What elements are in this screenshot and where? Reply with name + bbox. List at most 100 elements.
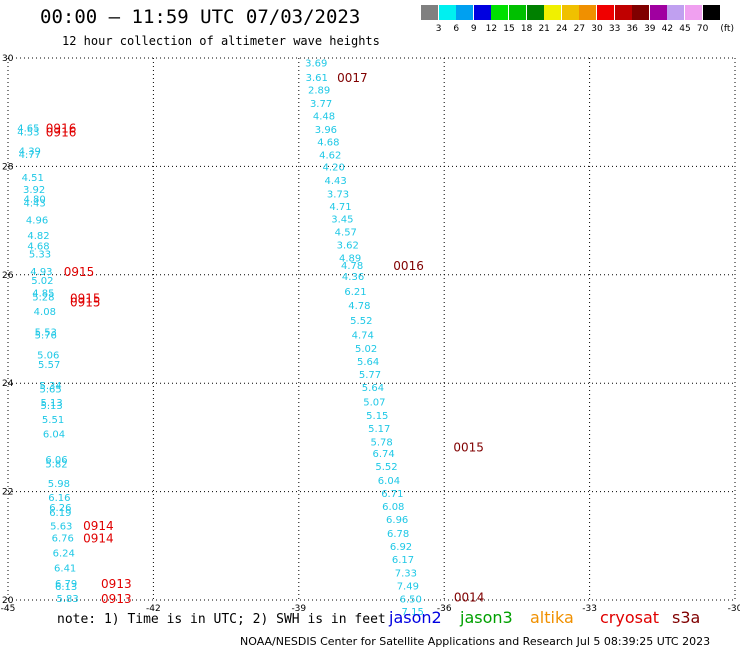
time-label: 0914	[83, 519, 114, 533]
wave-height-label: 6.50	[400, 594, 422, 605]
wave-height-label: 6.74	[372, 449, 394, 460]
wave-height-label: 5.57	[38, 360, 60, 371]
wave-height-label: 5.02	[355, 344, 377, 355]
wave-height-label: 7.33	[395, 568, 417, 579]
wave-height-label: 3.73	[327, 190, 349, 201]
lat-tick-label: 22	[2, 488, 13, 498]
legend-label: 3	[435, 24, 442, 34]
wave-height-label: 4.93	[30, 267, 52, 278]
wave-height-label: 5.63	[50, 522, 72, 533]
wave-height-label: 4.65	[17, 123, 39, 134]
footnote: note: 1) Time is in UTC; 2) SWH is in fe…	[57, 612, 386, 627]
legend-swatch	[561, 5, 579, 20]
wave-height-label: 5.65	[40, 385, 62, 396]
time-label: 0015	[453, 441, 484, 455]
lat-tick-label: 28	[2, 162, 14, 172]
wave-height-label: 5.52	[375, 462, 397, 473]
legend-swatch	[456, 5, 474, 20]
wave-height-label: 4.80	[24, 194, 46, 205]
legend-label: 27	[573, 24, 586, 34]
wave-height-label: 6.71	[381, 489, 403, 500]
wave-height-label: 5.06	[37, 350, 59, 361]
legend-label: 9	[470, 24, 477, 34]
legend-label: 30	[591, 24, 603, 34]
wave-height-label: 5.82	[45, 459, 67, 470]
lat-tick-label: 26	[2, 271, 14, 281]
wave-height-label: 3.69	[305, 58, 327, 69]
wave-height-label: 4.43	[324, 176, 346, 187]
legend-swatch	[526, 5, 544, 20]
wave-height-label: 5.64	[362, 383, 384, 394]
legend-label: 70	[696, 24, 709, 34]
wave-height-label: 4.82	[27, 231, 49, 242]
wave-height-label: 5.07	[363, 398, 385, 409]
legend-swatch	[649, 5, 667, 20]
wave-height-label: 4.57	[335, 227, 357, 238]
wave-height-label: 6.13	[55, 582, 77, 593]
wave-height-label: 4.68	[27, 242, 49, 253]
wave-height-label: 5.52	[350, 316, 372, 327]
lon-tick-label: -33	[582, 604, 597, 614]
wave-height-label: 5.51	[42, 415, 64, 426]
wave-height-label: 6.24	[53, 548, 75, 559]
time-label: 0913	[101, 592, 132, 606]
wave-height-label: 5.83	[56, 594, 78, 605]
wave-height-label: 4.96	[26, 216, 48, 227]
wave-height-label: 3.77	[310, 99, 332, 110]
wave-height-label: 6.08	[382, 502, 404, 513]
wave-height-label: 4.36	[342, 272, 364, 283]
time-label: 0014	[454, 591, 485, 605]
wave-height-label: 2.89	[308, 85, 330, 96]
legend-swatch	[491, 5, 509, 20]
legend-swatch	[473, 5, 491, 20]
wave-height-label: 6.26	[49, 503, 71, 514]
wave-height-label: 5.78	[371, 438, 393, 449]
wave-height-label: 7.49	[397, 581, 419, 592]
legend-label: 18	[520, 24, 533, 34]
legend-unit: (ft)	[720, 24, 734, 34]
wave-height-label: 4.74	[352, 330, 374, 341]
lat-tick-label: 24	[2, 379, 14, 389]
legend-swatch	[438, 5, 456, 20]
legend-swatch	[632, 5, 650, 20]
wave-height-label: 4.89	[339, 253, 361, 264]
wave-height-label: 6.19	[49, 508, 71, 519]
legend-swatch	[597, 5, 614, 20]
wave-height-label: 4.78	[348, 301, 370, 312]
legend-swatch	[544, 5, 562, 20]
lon-tick-label: -30	[728, 604, 740, 614]
wave-height-label: 5.13	[40, 398, 62, 409]
wave-height-label: 4.77	[19, 150, 41, 161]
legend-label: 6	[453, 24, 460, 34]
wave-height-label: 3.45	[331, 214, 353, 225]
time-label: 0914	[83, 532, 114, 546]
satellite-jason3: jason3	[460, 608, 513, 627]
wave-height-label: 6.76	[52, 534, 74, 545]
wave-height-label: 5.13	[40, 401, 62, 412]
legend-swatch	[509, 5, 526, 20]
wave-height-label: 5.76	[35, 330, 57, 341]
wave-height-label: 6.21	[344, 287, 366, 298]
lat-tick-label: 20	[2, 596, 14, 606]
wave-height-label: 5.77	[359, 370, 381, 381]
legend-label: 24	[556, 24, 568, 34]
satellite-jason2: jason2	[389, 608, 442, 627]
wave-height-label: 4.51	[22, 173, 44, 184]
wave-height-label: 5.34	[40, 381, 62, 392]
legend-swatch	[702, 5, 720, 20]
lat-tick-label: 30	[2, 54, 14, 64]
satellite-s3a: s3a	[672, 608, 701, 627]
wave-height-label: 6.96	[386, 515, 408, 526]
wave-height-label: 5.64	[357, 357, 379, 368]
legend-label: 39	[644, 24, 656, 34]
wave-height-label: 3.61	[306, 73, 328, 84]
wave-height-label: 6.41	[54, 563, 76, 574]
legend-swatch	[667, 5, 685, 20]
wave-height-label: 4.78	[341, 261, 363, 272]
wave-height-label: 4.62	[319, 150, 341, 161]
wave-height-label: 3.96	[315, 125, 337, 136]
wave-height-label: 4.08	[34, 307, 56, 318]
legend-label: 36	[626, 24, 638, 34]
